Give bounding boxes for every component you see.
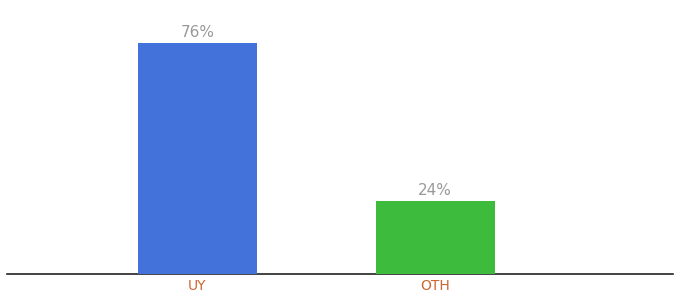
Bar bbox=[138, 44, 257, 274]
Text: 76%: 76% bbox=[180, 25, 214, 40]
Bar bbox=[375, 201, 494, 274]
Text: 24%: 24% bbox=[418, 183, 452, 198]
